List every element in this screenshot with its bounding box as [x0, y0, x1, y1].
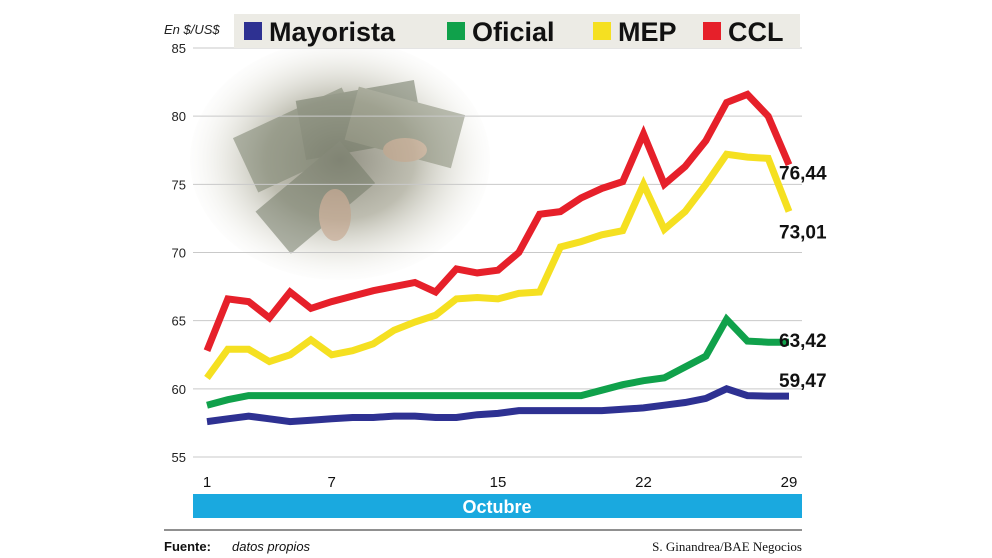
- x-tick-label-7: 7: [328, 474, 336, 491]
- banknotes-photo: [190, 40, 490, 280]
- legend-swatch-oficial: [447, 22, 465, 40]
- credit: S. Ginandrea/BAE Negocios: [652, 539, 802, 554]
- end-value-labels: 59,47 63,42 73,01 76,44: [779, 164, 827, 392]
- y-tick-label-70: 70: [172, 246, 186, 261]
- series-line-mep: [204, 150, 793, 380]
- month-label: Octubre: [462, 497, 531, 517]
- x-axis: 1 7 15 22 29: [203, 474, 798, 491]
- x-tick-label-29: 29: [781, 474, 798, 491]
- series-line-mayorista: [206, 385, 789, 426]
- y-tick-label-85: 85: [172, 41, 186, 56]
- end-label-mayorista: 59,47: [779, 371, 827, 392]
- legend-label-oficial: Oficial: [472, 17, 555, 47]
- source-value: datos propios: [232, 539, 311, 554]
- end-label-oficial: 63,42: [779, 331, 827, 352]
- series-line-ccl: [203, 90, 793, 353]
- y-tick-label-80: 80: [172, 109, 186, 124]
- series-lines: [203, 90, 793, 426]
- end-label-ccl: 76,44: [779, 164, 827, 185]
- legend-label-mep: MEP: [618, 17, 677, 47]
- y-tick-label-75: 75: [172, 177, 186, 192]
- legend-swatch-ccl: [703, 22, 721, 40]
- y-tick-label-60: 60: [172, 382, 186, 397]
- series-line-oficial: [206, 313, 789, 409]
- unit-label: En $/US$: [164, 22, 220, 37]
- legend-label-ccl: CCL: [728, 17, 784, 47]
- legend-swatch-mep: [593, 22, 611, 40]
- month-bar: [193, 494, 802, 518]
- y-tick-label-65: 65: [172, 314, 186, 329]
- x-tick-label-22: 22: [635, 474, 652, 491]
- source-label: Fuente:: [164, 539, 211, 554]
- y-tick-label-55: 55: [172, 450, 186, 465]
- legend-label-mayorista: Mayorista: [269, 17, 396, 47]
- x-tick-label-1: 1: [203, 474, 211, 491]
- y-axis: 55 60 65 70 75 80 85: [172, 41, 186, 465]
- legend-swatch-mayorista: [244, 22, 262, 40]
- x-tick-label-15: 15: [490, 474, 507, 491]
- legend: Mayorista Oficial MEP CCL: [234, 14, 800, 48]
- end-label-mep: 73,01: [779, 222, 827, 243]
